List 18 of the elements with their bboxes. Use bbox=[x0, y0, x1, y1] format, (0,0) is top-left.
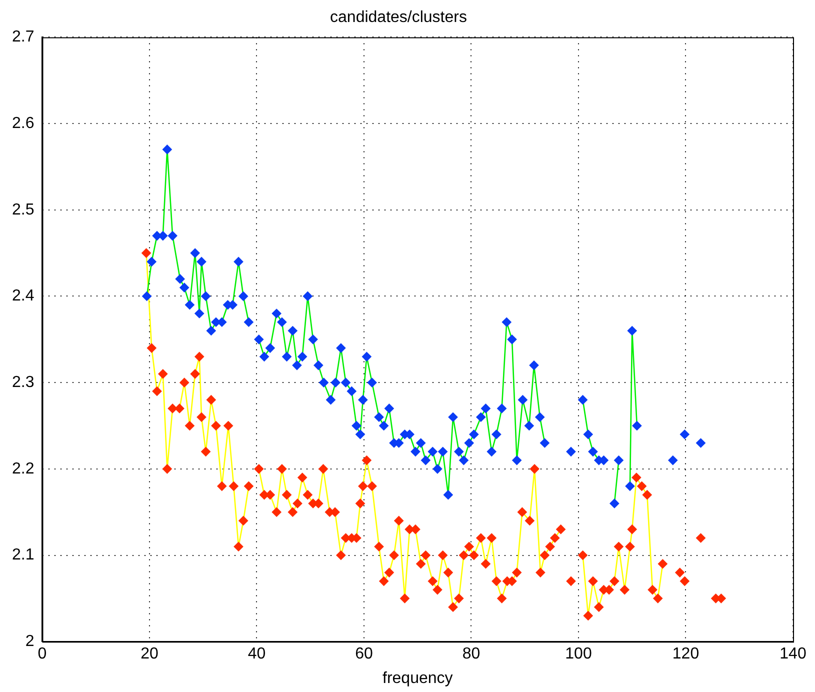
y-tick-label: 2.4 bbox=[12, 288, 34, 305]
x-tick-label: 20 bbox=[140, 646, 158, 663]
x-tick-label: 0 bbox=[38, 646, 47, 663]
x-tick-label: 120 bbox=[672, 646, 700, 663]
y-tick-label: 2.1 bbox=[12, 546, 34, 564]
chart-title: candidates/clusters bbox=[330, 9, 467, 26]
x-tick-label: 60 bbox=[355, 646, 373, 663]
x-tick-label: 100 bbox=[565, 646, 592, 663]
y-tick-label: 2 bbox=[25, 633, 34, 650]
y-tick-label: 2.3 bbox=[12, 374, 34, 391]
x-tick-label: 80 bbox=[462, 646, 480, 663]
x-tick-label: 40 bbox=[248, 646, 266, 663]
x-tick-label: 140 bbox=[780, 646, 806, 663]
y-tick-label: 2.7 bbox=[12, 28, 34, 46]
y-tick-label: 2.6 bbox=[12, 114, 34, 132]
x-axis-title: frequency bbox=[382, 670, 453, 687]
y-tick-label: 2.5 bbox=[12, 201, 34, 218]
y-tick-label: 2.2 bbox=[12, 460, 34, 478]
